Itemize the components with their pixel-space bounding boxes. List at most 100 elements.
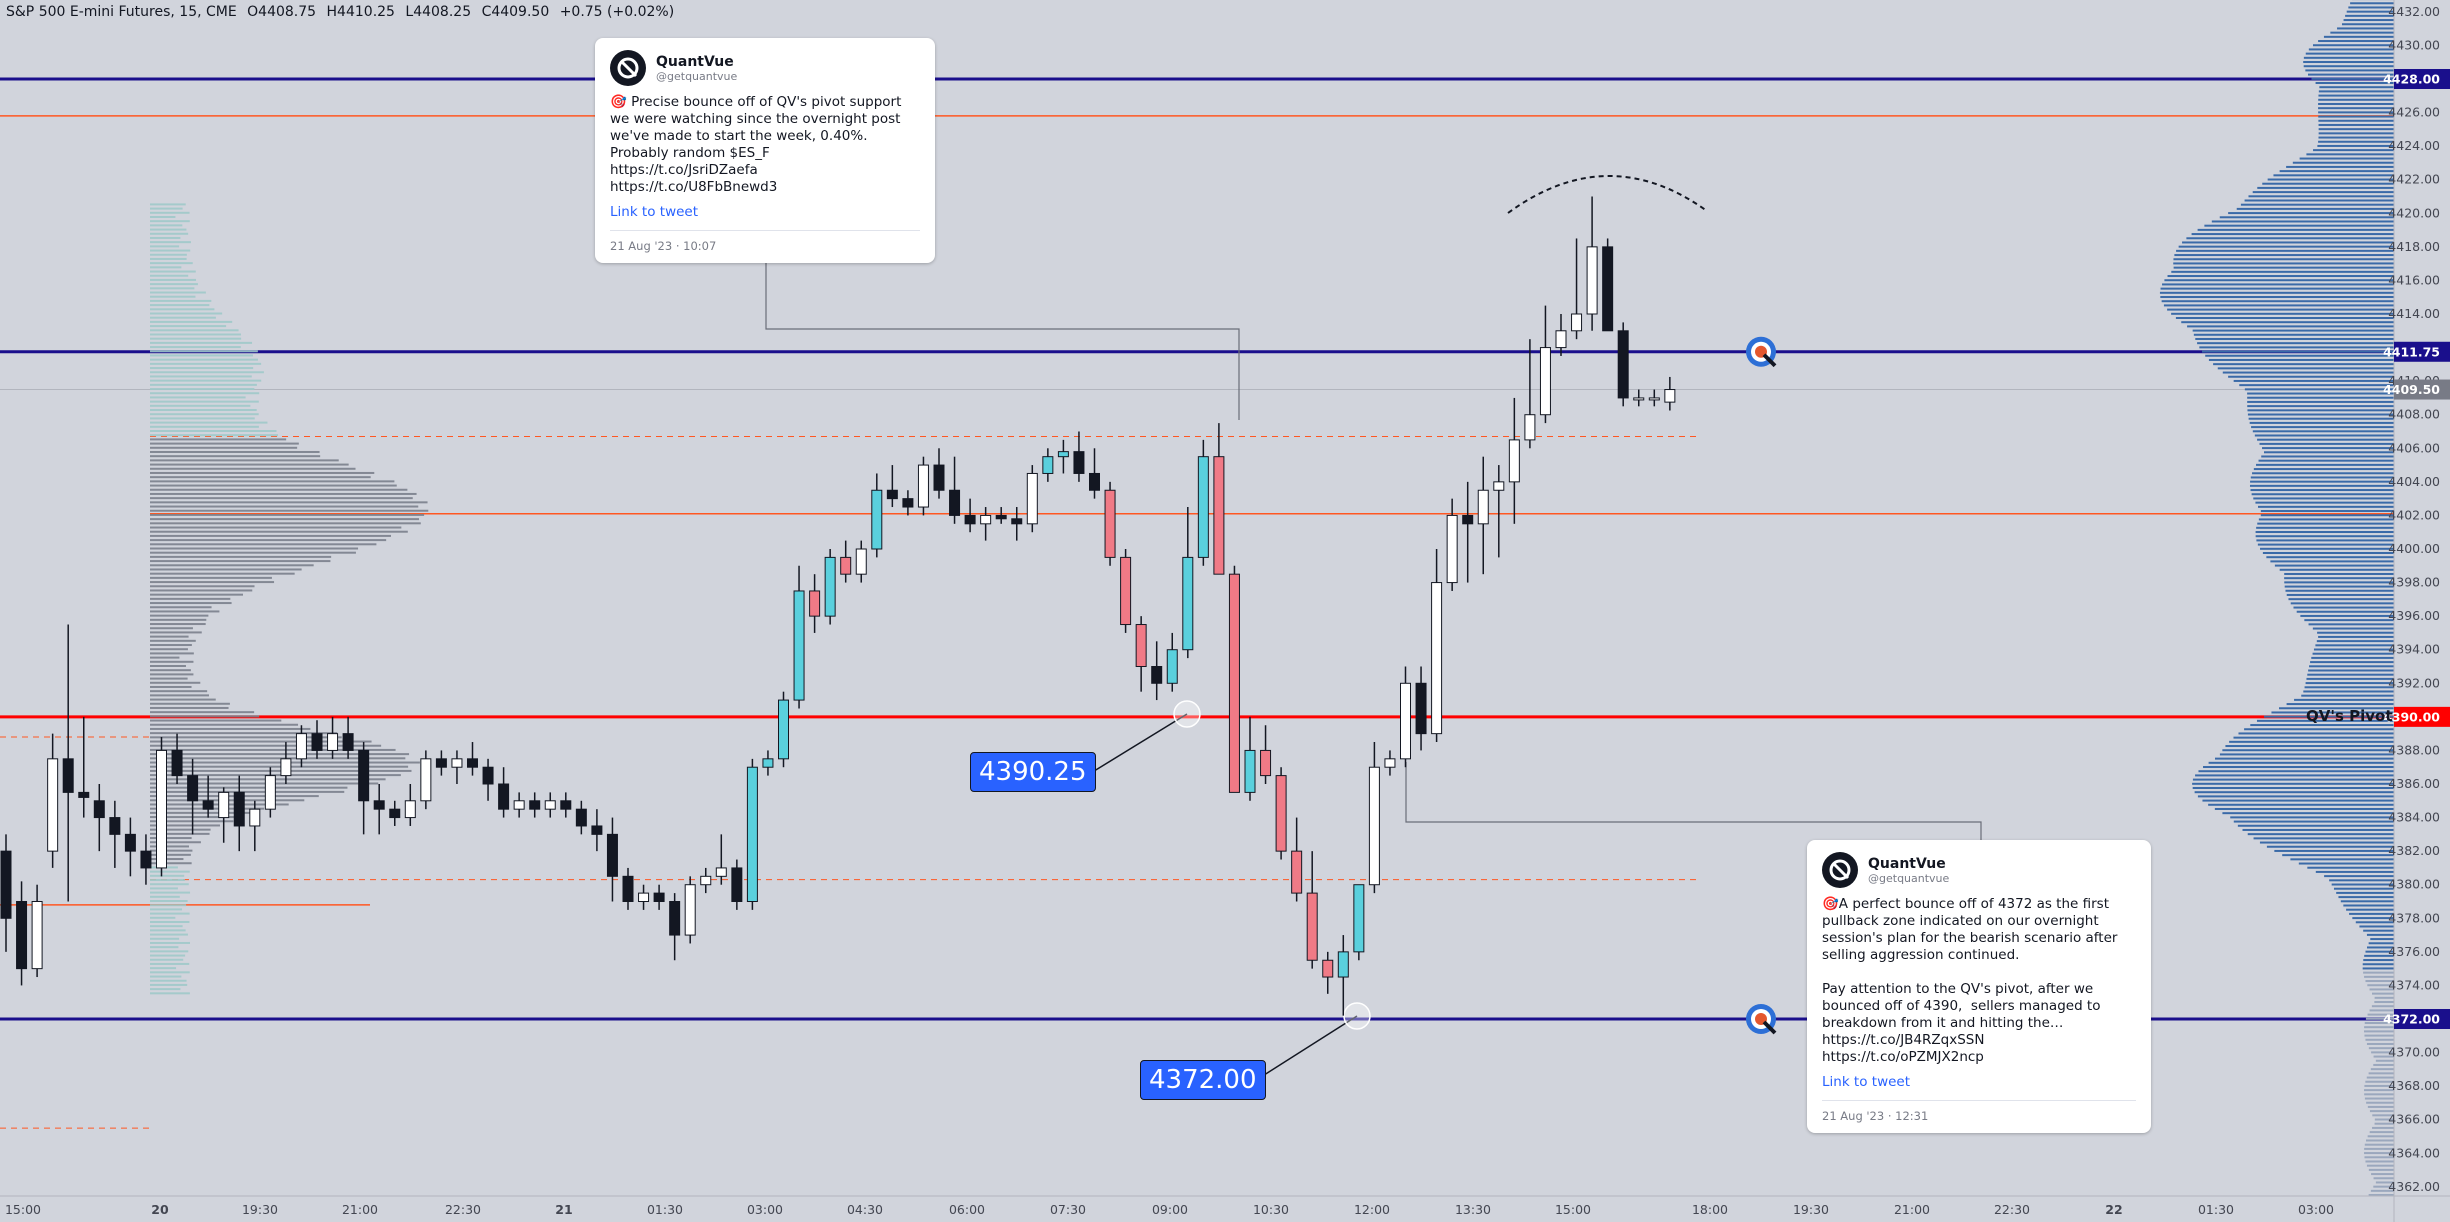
candle[interactable] [1664, 376, 1676, 411]
time-axis[interactable]: 15:00 20 19:30 21:00 22:30 21 01:30 03:00 04:30 0… [0, 1195, 2450, 1217]
candle[interactable] [0, 834, 12, 952]
candle[interactable] [1042, 448, 1054, 482]
candle[interactable] [1648, 389, 1660, 407]
candle[interactable] [171, 733, 183, 784]
candle[interactable] [949, 456, 961, 524]
candle[interactable] [1353, 884, 1365, 961]
candle[interactable] [1166, 632, 1178, 692]
candle[interactable] [311, 720, 323, 759]
candle[interactable] [31, 884, 43, 978]
candle[interactable] [451, 750, 463, 784]
candle[interactable] [342, 716, 354, 759]
candle[interactable] [1555, 313, 1567, 356]
tweet-card-2[interactable]: QuantVue @getquantvue 🎯A perfect bounce … [1807, 840, 2151, 1133]
candle[interactable] [824, 548, 836, 625]
candle[interactable] [964, 498, 976, 533]
candle[interactable] [1446, 498, 1458, 591]
candle[interactable] [1337, 935, 1349, 1016]
candle[interactable] [373, 783, 385, 835]
candle[interactable] [575, 800, 587, 835]
candle[interactable] [1306, 851, 1318, 969]
candle[interactable] [404, 783, 416, 826]
candle[interactable] [1617, 322, 1629, 407]
candle[interactable] [140, 834, 152, 885]
candle[interactable] [871, 473, 883, 558]
symbol-title[interactable]: S&P 500 E-mini Futures, 15, CME [6, 4, 237, 20]
tweet-card-1[interactable]: QuantVue @getquantvue 🎯 Precise bounce o… [595, 38, 935, 263]
candle[interactable] [1057, 439, 1069, 474]
candle[interactable] [1633, 389, 1645, 407]
candle[interactable] [1104, 481, 1116, 566]
candle[interactable] [1120, 548, 1132, 633]
candle[interactable] [124, 817, 136, 877]
candle[interactable] [622, 867, 634, 910]
candle[interactable] [606, 817, 618, 902]
candle[interactable] [793, 565, 805, 709]
candle[interactable] [700, 867, 712, 894]
candle[interactable] [1477, 456, 1489, 575]
candle[interactable] [1228, 565, 1240, 793]
candle[interactable] [1291, 817, 1303, 902]
candle[interactable] [513, 792, 525, 818]
candle[interactable] [16, 881, 28, 986]
candle[interactable] [327, 716, 339, 759]
candle[interactable] [358, 742, 370, 835]
candle[interactable] [1260, 725, 1272, 784]
candle[interactable] [47, 733, 59, 868]
candle[interactable] [855, 540, 867, 583]
candle[interactable] [1073, 431, 1085, 482]
candle[interactable] [653, 884, 665, 910]
candle[interactable] [93, 783, 105, 852]
candle[interactable] [529, 792, 541, 818]
candle[interactable] [560, 792, 572, 818]
candle[interactable] [1586, 196, 1598, 331]
candle[interactable] [187, 758, 199, 835]
candle[interactable] [1322, 951, 1334, 994]
candle[interactable] [420, 750, 432, 810]
candle[interactable] [980, 507, 992, 541]
candle[interactable] [1539, 305, 1551, 424]
candle[interactable] [156, 736, 167, 877]
candle[interactable] [762, 750, 774, 776]
candle[interactable] [1151, 641, 1163, 701]
candle[interactable] [684, 876, 696, 944]
candle[interactable] [202, 775, 214, 818]
price-callout-4390[interactable]: 4390.25 [970, 752, 1096, 792]
candle[interactable] [638, 884, 650, 910]
candle[interactable] [249, 800, 261, 852]
candle[interactable] [467, 742, 478, 776]
candle[interactable] [1011, 507, 1023, 541]
candle[interactable] [1415, 666, 1427, 751]
candle[interactable] [264, 767, 276, 818]
candle[interactable] [1462, 481, 1474, 583]
candle[interactable] [62, 624, 74, 902]
candle[interactable] [591, 809, 603, 852]
candle[interactable] [902, 490, 914, 516]
candle[interactable] [1089, 448, 1100, 499]
candle[interactable] [1368, 742, 1380, 894]
candle[interactable] [1384, 750, 1396, 776]
candle[interactable] [886, 465, 898, 508]
candle[interactable] [840, 540, 852, 583]
link-to-tweet[interactable]: Link to tweet [610, 204, 699, 220]
candle[interactable] [1275, 767, 1287, 860]
candle[interactable] [389, 800, 401, 826]
candle[interactable] [233, 775, 245, 852]
price-axis[interactable]: 4432.00 4430.00 4426.00 4424.00 4422.00 4420.… [2383, 0, 2450, 1222]
candle[interactable] [1213, 423, 1225, 575]
candle[interactable] [1026, 465, 1038, 533]
candle[interactable] [295, 725, 307, 768]
candle[interactable] [1524, 339, 1536, 449]
candle[interactable] [482, 758, 494, 801]
candle[interactable] [809, 574, 821, 633]
candle[interactable] [1508, 397, 1520, 524]
candle[interactable] [1197, 439, 1209, 566]
candle[interactable] [109, 800, 121, 868]
price-callout-4372[interactable]: 4372.00 [1140, 1060, 1266, 1100]
candle[interactable] [78, 716, 90, 818]
candle[interactable] [995, 507, 1007, 524]
candle[interactable] [1182, 507, 1194, 659]
candle[interactable] [435, 750, 447, 776]
candle[interactable] [218, 787, 230, 843]
